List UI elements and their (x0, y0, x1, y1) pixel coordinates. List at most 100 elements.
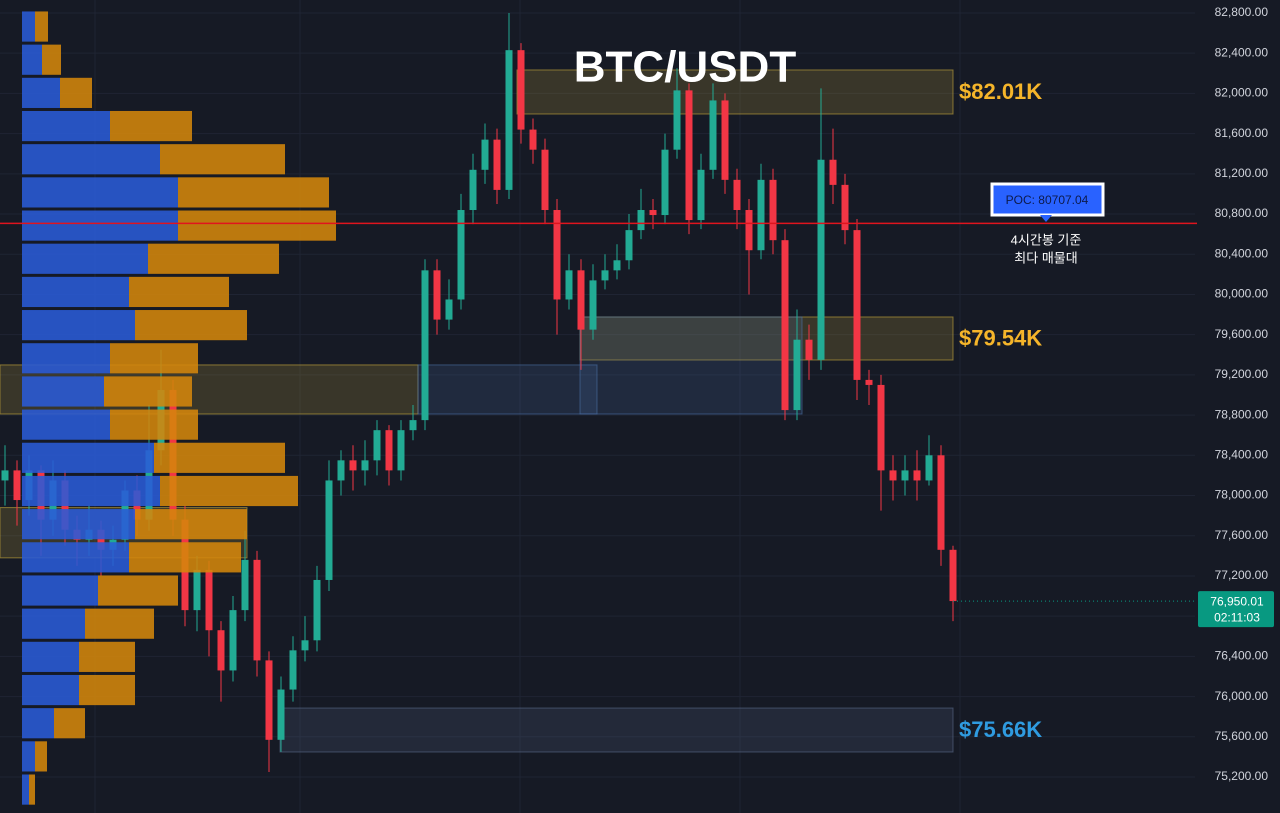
candle-body (877, 384, 885, 471)
zone (279, 707, 954, 753)
profile-buy-bar (22, 708, 54, 739)
profile-buy-bar (22, 774, 29, 805)
profile-buy-bar (22, 442, 154, 473)
profile-sell-bar (110, 343, 198, 374)
candle-body (193, 569, 201, 611)
y-tick-label: 82,800.00 (1215, 5, 1269, 19)
candle-body (253, 559, 261, 661)
candle-body (841, 184, 849, 231)
profile-buy-bar (22, 575, 98, 606)
poc-pointer (1040, 215, 1052, 222)
candle-body (493, 139, 501, 190)
profile-buy-bar (22, 343, 110, 374)
profile-buy-bar (22, 409, 110, 440)
candle-body (541, 149, 549, 211)
candle-body (889, 470, 897, 481)
profile-buy-bar (22, 310, 135, 341)
candle-body (325, 480, 333, 580)
candle-body (409, 420, 417, 431)
y-tick-label: 81,200.00 (1215, 166, 1269, 180)
candle-body (373, 430, 381, 461)
candle-body (517, 50, 525, 130)
candle-body (349, 460, 357, 471)
profile-sell-bar (129, 276, 229, 308)
profile-buy-bar (22, 77, 60, 108)
candle-body (697, 169, 705, 221)
candle-body (817, 159, 825, 360)
candle-body (853, 230, 861, 380)
candle-body (337, 460, 345, 481)
profile-sell-bar (35, 11, 48, 42)
candle-body (793, 339, 801, 411)
profile-sell-bar (29, 774, 35, 805)
profile-sell-bar (178, 210, 336, 241)
volume-profile (22, 11, 336, 805)
profile-sell-bar (85, 608, 154, 639)
zone-label: $75.66K (959, 717, 1042, 742)
candle-body (733, 179, 741, 211)
candle-body (661, 149, 669, 216)
profile-sell-bar (98, 575, 178, 606)
y-tick-label: 80,400.00 (1215, 246, 1269, 260)
profile-buy-bar (22, 243, 148, 274)
profile-buy-bar (22, 509, 135, 540)
zone (516, 69, 954, 115)
y-tick-label: 76,000.00 (1215, 689, 1269, 703)
candle-body (649, 210, 657, 216)
candle-body (205, 569, 213, 631)
candle-body (781, 240, 789, 411)
profile-sell-bar (135, 310, 247, 341)
profile-buy-bar (22, 210, 178, 241)
candle-body (457, 210, 465, 300)
y-tick-label: 76,400.00 (1215, 649, 1269, 663)
profile-sell-bar (60, 77, 92, 108)
profile-buy-bar (22, 641, 79, 672)
candle-body (577, 270, 585, 330)
y-tick-label: 78,800.00 (1215, 407, 1269, 421)
candle-body (721, 100, 729, 180)
profile-sell-bar (110, 110, 192, 142)
zone (417, 364, 598, 415)
candle-body (553, 210, 561, 300)
profile-sell-bar (135, 509, 247, 540)
candle-body (529, 129, 537, 150)
y-tick-label: 78,400.00 (1215, 447, 1269, 461)
candle-body (97, 529, 105, 550)
candle-body (289, 650, 297, 690)
zone (579, 316, 803, 415)
candle-body (709, 100, 717, 170)
candle-body (265, 660, 273, 740)
profile-buy-bar (22, 144, 160, 175)
candle-body (361, 460, 369, 471)
candle-body (613, 260, 621, 271)
profile-buy-bar (22, 674, 79, 706)
profile-sell-bar (54, 708, 85, 739)
y-tick-label: 80,000.00 (1215, 287, 1269, 301)
candle-body (241, 559, 249, 611)
profile-buy-bar (22, 741, 35, 772)
candle-body (829, 159, 837, 185)
candle-body (13, 470, 21, 501)
countdown-label: 02:11:03 (1214, 610, 1260, 624)
candle-body (925, 455, 933, 481)
profile-sell-bar (110, 409, 198, 440)
candle-body (685, 90, 693, 221)
last-price-label: 76,950.01 (1210, 594, 1264, 608)
profile-sell-bar (104, 376, 192, 407)
profile-buy-bar (22, 110, 110, 142)
profile-buy-bar (22, 11, 35, 42)
zone-label: $82.01K (959, 79, 1042, 104)
candle-body (433, 270, 441, 320)
candle-body (469, 169, 477, 211)
profile-sell-bar (160, 475, 298, 507)
profile-sell-bar (42, 44, 61, 75)
y-tick-label: 82,400.00 (1215, 45, 1269, 59)
candle-body (1, 470, 9, 481)
last-price-box (1198, 591, 1274, 628)
profile-sell-bar (160, 144, 285, 175)
poc-annotation: 최다 매물대 (1014, 250, 1077, 265)
profile-buy-bar (22, 376, 104, 407)
candle-body (301, 640, 309, 651)
